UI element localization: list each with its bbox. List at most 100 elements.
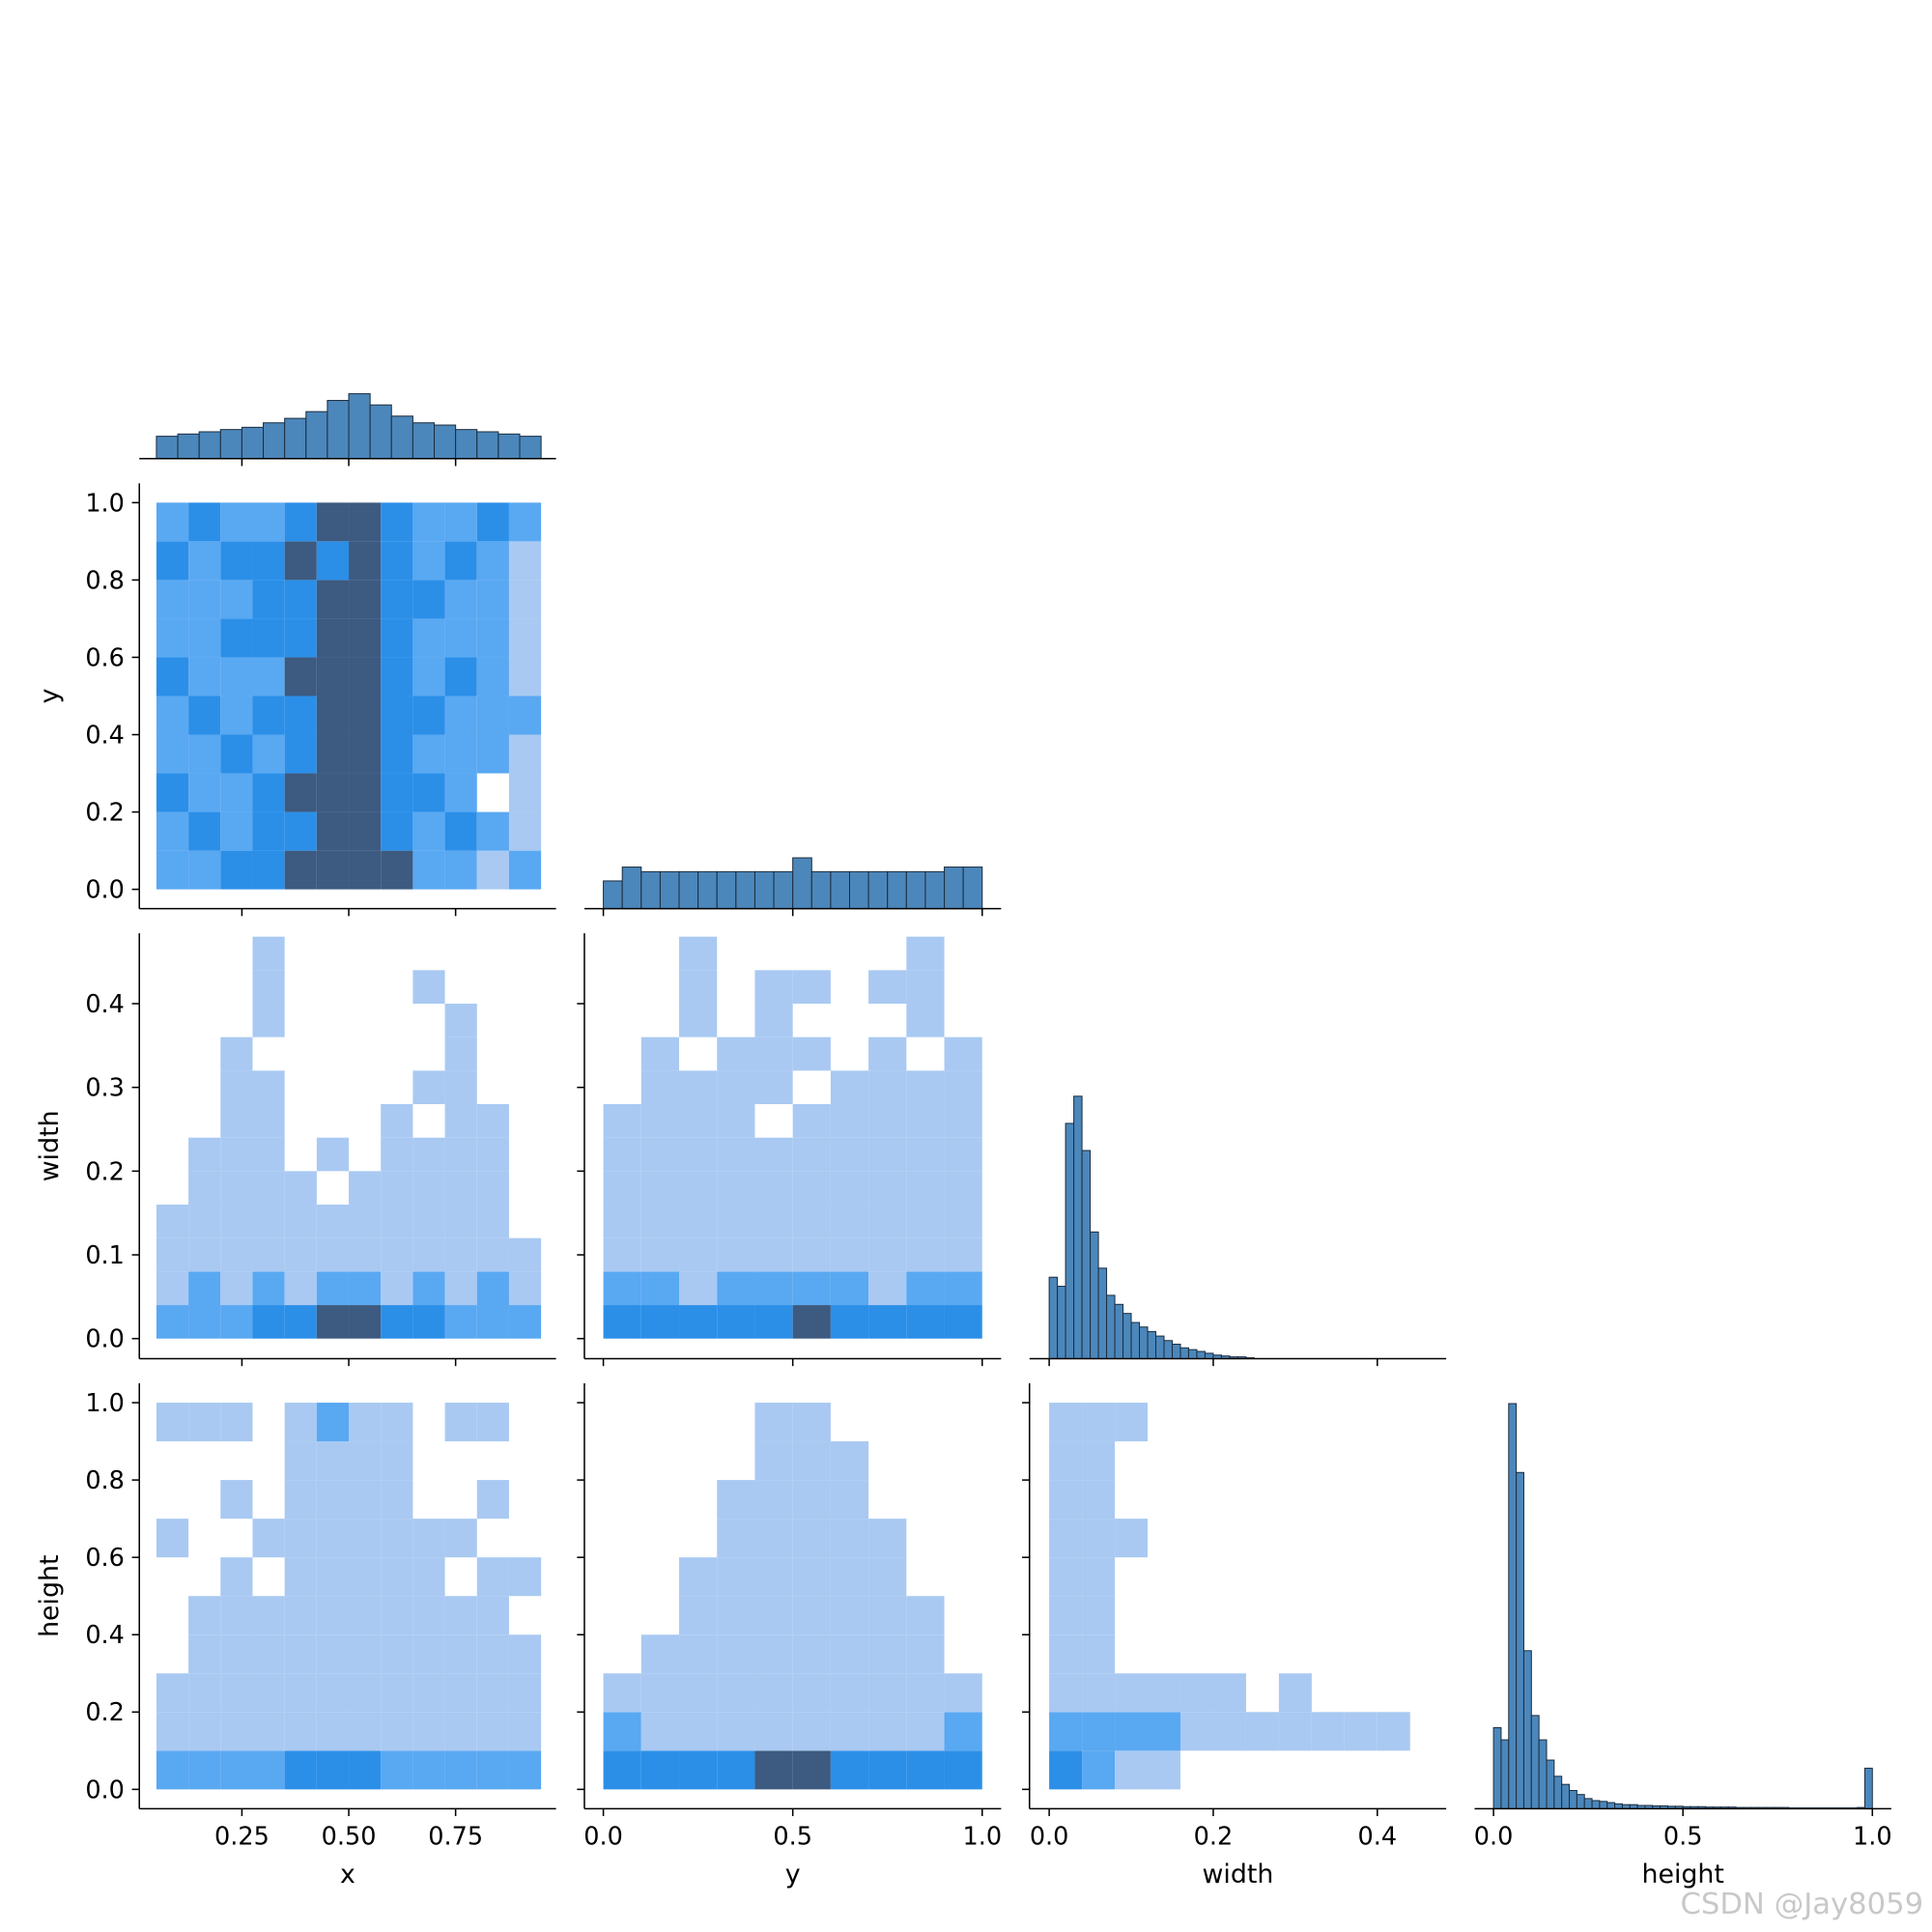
hist2d-cell: [754, 1171, 793, 1206]
hist2d-cell: [444, 1596, 477, 1635]
hist2d-cell: [381, 541, 413, 581]
hist2d-cell: [830, 1070, 869, 1105]
hist2d-cell: [1082, 1557, 1116, 1597]
hist2d-cell: [381, 811, 413, 851]
hist2d-cell: [284, 1673, 317, 1713]
hist2d-cell: [508, 773, 542, 812]
hist2d-cell: [156, 1673, 189, 1713]
hist2d-cell: [156, 1305, 189, 1339]
hist2d-cell: [316, 1673, 350, 1713]
hist2d-cell: [830, 1137, 869, 1172]
x-tick-label: 0.50: [322, 1822, 377, 1851]
hist2d-cell: [412, 1305, 445, 1339]
hist2d-cell: [349, 580, 382, 619]
hist2d-cell: [476, 1271, 509, 1306]
hist2d-cell: [444, 1519, 477, 1558]
hist2d-cell: [188, 1750, 221, 1790]
hist2d-cell: [679, 1137, 718, 1172]
hist2d-cell: [381, 1634, 413, 1674]
x-tick-label: 1.0: [962, 1822, 1002, 1851]
hist2d-cell: [444, 850, 477, 890]
hist2d-cell: [906, 1673, 945, 1713]
hist2d-cell: [717, 1104, 755, 1138]
hist2d-cell: [316, 1205, 350, 1238]
hist-bar: [219, 429, 242, 460]
hist2d-cell: [381, 1519, 413, 1558]
hist-bar: [1516, 1471, 1524, 1809]
hist-bar: [1606, 1802, 1616, 1809]
hist2d-cell: [444, 1305, 477, 1339]
hist2d-cell: [508, 657, 542, 696]
hist2d-cell: [220, 1596, 253, 1635]
hist2d-cell: [754, 1596, 793, 1635]
hist2d-cell: [252, 1673, 285, 1713]
hist2d-cell: [792, 1137, 831, 1172]
hist2d-cell: [252, 1596, 285, 1635]
hist-bar: [1561, 1783, 1571, 1809]
hist-bar: [198, 431, 221, 460]
hist2d-cell: [508, 696, 542, 735]
hist2d-cell: [349, 541, 382, 581]
hist2d-cell: [412, 1712, 445, 1751]
hist2d-cell: [1148, 1750, 1180, 1790]
y-tick-label: 1.0: [85, 489, 125, 518]
hist2d-cell: [252, 1104, 285, 1138]
hist2d-cell: [830, 1441, 869, 1481]
hist2d-cell: [792, 1403, 831, 1442]
hist2d-cell: [792, 1750, 831, 1790]
hist2d-cell: [349, 657, 382, 696]
hist2d-cell: [349, 1634, 382, 1674]
hist2d-cell: [412, 618, 445, 658]
hist2d-cell: [316, 1305, 350, 1339]
hist-bar: [156, 436, 179, 460]
hist2d-cell: [252, 850, 285, 890]
hist2d-cell: [717, 1750, 755, 1790]
y-tick-label: 0.8: [85, 566, 125, 595]
hist-bar: [924, 870, 946, 910]
hist2d-cell: [156, 696, 189, 735]
hist2d-cell: [220, 1480, 253, 1520]
hist2d-cell: [156, 618, 189, 658]
hist2d-cell: [381, 1441, 413, 1481]
hist2d-cell: [220, 1237, 253, 1272]
hist2d-cell: [349, 1519, 382, 1558]
hist2d-cell: [944, 1104, 982, 1138]
hist2d-cell: [284, 657, 317, 696]
hist-bar: [455, 429, 478, 460]
hist2d-cell: [603, 1305, 641, 1339]
hist2d-cell: [284, 1480, 317, 1520]
hist2d-cell: [412, 657, 445, 696]
hist-bar: [1583, 1798, 1593, 1809]
hist2d-cell: [476, 734, 509, 774]
hist2d-cell: [188, 773, 221, 812]
hist2d-cell: [316, 1403, 350, 1442]
hist-bar: [305, 411, 328, 460]
hist2d-cell: [508, 1750, 542, 1790]
hist2d-cell: [220, 850, 253, 890]
hist2d-cell: [508, 1271, 542, 1306]
hist2d-cell: [1049, 1441, 1083, 1481]
hist2d-cell: [284, 1237, 317, 1272]
hist2d-cell: [444, 1271, 477, 1306]
hist2d-cell: [792, 1205, 831, 1238]
hist-bar: [1492, 1726, 1502, 1809]
hist-bar: [412, 422, 436, 460]
hist2d-cell: [906, 970, 945, 1004]
hist-bar: [1576, 1794, 1585, 1809]
hist-bar: [1591, 1800, 1601, 1809]
hist2d-cell: [754, 1750, 793, 1790]
hist2d-cell: [830, 1673, 869, 1713]
hist2d-cell: [284, 1271, 317, 1306]
hist2d-cell: [316, 1271, 350, 1306]
hist-bar: [497, 433, 521, 460]
hist2d-cell: [444, 541, 477, 581]
hist2d-cell: [1082, 1596, 1116, 1635]
hist2d-cell: [188, 850, 221, 890]
hist2d-cell: [412, 580, 445, 619]
x-tick-label: 0.4: [1357, 1822, 1397, 1851]
y-tick-label: 0.2: [85, 1698, 125, 1727]
hist2d-cell: [412, 541, 445, 581]
hist2d-cell: [412, 1237, 445, 1272]
hist-bar: [1048, 1276, 1059, 1360]
hist2d-cell: [444, 1003, 477, 1037]
